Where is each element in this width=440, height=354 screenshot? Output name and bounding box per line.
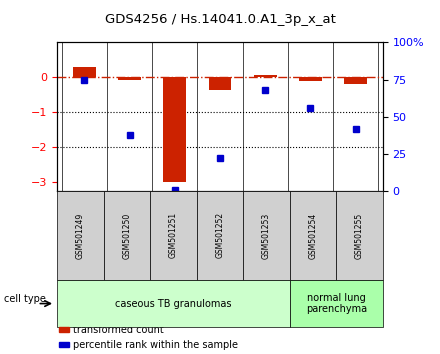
Bar — [73, 67, 95, 78]
Text: GDS4256 / Hs.14041.0.A1_3p_x_at: GDS4256 / Hs.14041.0.A1_3p_x_at — [105, 13, 335, 26]
Bar — [118, 78, 141, 80]
Text: cell type: cell type — [4, 294, 46, 304]
Text: percentile rank within the sample: percentile rank within the sample — [73, 340, 238, 350]
Text: normal lung
parenchyma: normal lung parenchyma — [306, 293, 367, 314]
Text: GSM501255: GSM501255 — [355, 212, 364, 258]
Bar — [164, 78, 186, 182]
Text: GSM501252: GSM501252 — [216, 212, 224, 258]
Bar — [345, 78, 367, 84]
Text: transformed count: transformed count — [73, 325, 163, 335]
Bar — [254, 75, 276, 78]
Text: GSM501254: GSM501254 — [308, 212, 318, 258]
Bar — [299, 78, 322, 81]
Text: caseous TB granulomas: caseous TB granulomas — [115, 298, 232, 309]
Text: GSM501250: GSM501250 — [122, 212, 132, 258]
Bar — [209, 78, 231, 90]
Text: GSM501249: GSM501249 — [76, 212, 85, 258]
Text: GSM501251: GSM501251 — [169, 212, 178, 258]
Text: GSM501253: GSM501253 — [262, 212, 271, 258]
